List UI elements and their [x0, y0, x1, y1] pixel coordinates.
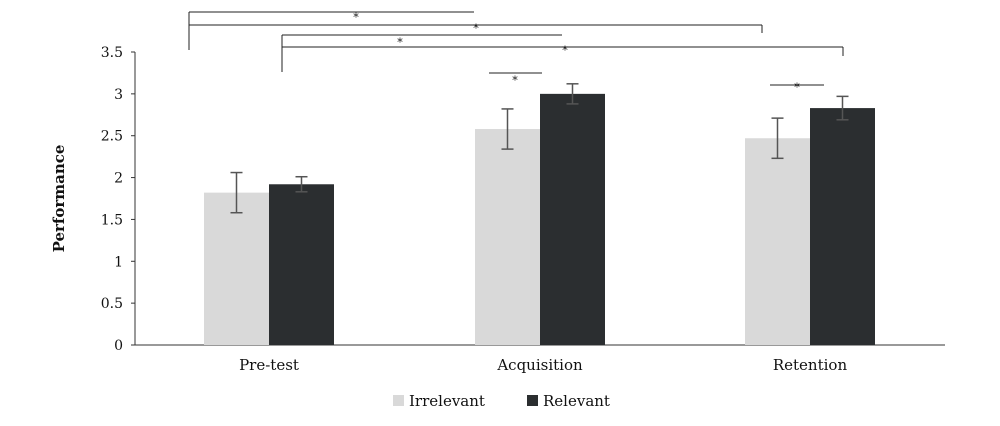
- y-tick-label: 0.5: [101, 296, 123, 312]
- y-tick-label: 1.5: [101, 212, 123, 228]
- x-category-label: Acquisition: [496, 356, 583, 374]
- bar-relevant-acquisition: [540, 93, 605, 345]
- bar-relevant-retention: [810, 108, 875, 346]
- significance-star: *: [562, 44, 568, 57]
- legend-label-relevant: Relevant: [543, 392, 610, 410]
- bar-irrelevant-retention: [745, 138, 810, 345]
- significance-star: *: [512, 74, 518, 87]
- bar-irrelevant-pre-test: [204, 192, 269, 345]
- significance-star: *: [473, 22, 479, 35]
- x-category-label: Pre-test: [239, 356, 299, 374]
- bar-irrelevant-acquisition: [475, 129, 540, 345]
- y-tick-label: 3: [114, 87, 123, 103]
- y-tick-label: 0: [114, 338, 123, 354]
- significance-star: *: [353, 11, 359, 24]
- y-tick-label: 1: [114, 254, 123, 270]
- y-tick-label: 2: [114, 171, 123, 187]
- significance-star: *: [794, 81, 800, 94]
- y-tick-label: 3.5: [101, 45, 123, 61]
- bar-relevant-pre-test: [269, 184, 334, 345]
- legend-swatch-relevant: [527, 395, 538, 406]
- legend-label-irrelevant: Irrelevant: [409, 392, 485, 410]
- y-tick-label: 2.5: [101, 129, 123, 145]
- y-axis-title: Performance: [50, 145, 68, 253]
- x-category-label: Retention: [773, 356, 848, 374]
- significance-star: *: [397, 36, 403, 49]
- legend-swatch-irrelevant: [393, 395, 404, 406]
